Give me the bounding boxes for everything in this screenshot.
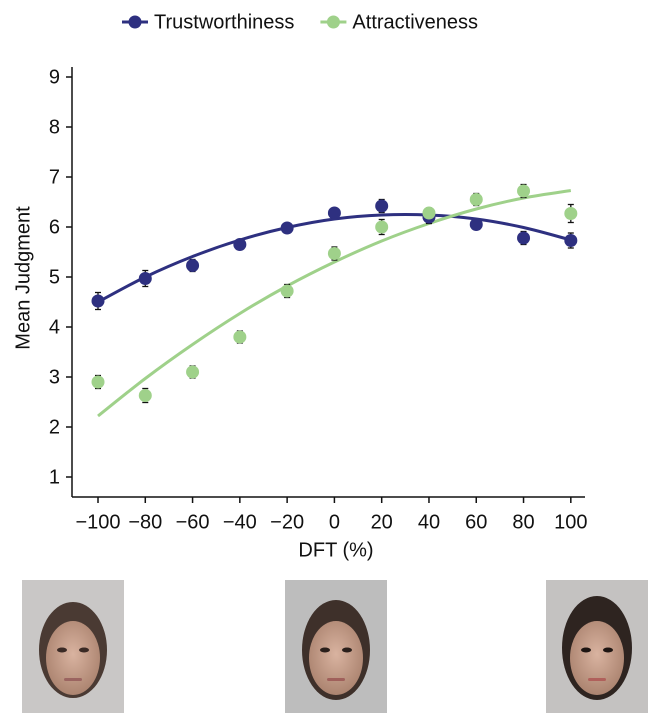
legend-marker — [128, 15, 142, 29]
fit-curve — [97, 189, 572, 418]
data-point — [233, 330, 247, 344]
legend-marker — [326, 15, 340, 29]
y-tick-label: 5 — [49, 266, 60, 288]
data-point — [469, 193, 483, 206]
data-point — [469, 218, 483, 231]
x-tick-label: −40 — [223, 511, 257, 533]
data-point — [138, 272, 152, 285]
data-point — [375, 199, 389, 213]
x-axis-label: DFT (%) — [298, 539, 373, 561]
y-tick-label: 1 — [49, 466, 60, 488]
y-tick-label: 9 — [49, 66, 60, 88]
y-tick-label: 3 — [49, 366, 60, 388]
x-tick-label: 40 — [418, 511, 440, 533]
face-photo — [285, 580, 387, 713]
data-point — [327, 247, 341, 260]
x-tick-label: −20 — [270, 511, 304, 533]
x-tick-label: 0 — [329, 511, 340, 533]
y-tick-label: 7 — [49, 166, 60, 188]
face-photo — [22, 580, 124, 713]
y-axis-label: Mean Judgment — [12, 206, 34, 350]
data-point — [186, 259, 200, 272]
y-tick-label: 2 — [49, 416, 60, 438]
data-point — [186, 365, 200, 379]
data-point — [280, 284, 294, 298]
data-point — [375, 220, 389, 234]
face-photo — [546, 580, 648, 713]
x-tick-label: −60 — [176, 511, 210, 533]
data-point — [517, 184, 531, 198]
data-point — [138, 389, 152, 402]
data-point — [233, 238, 247, 251]
x-tick-label: 80 — [512, 511, 534, 533]
legend-label: Trustworthiness — [154, 11, 294, 33]
data-point — [422, 206, 436, 220]
x-tick-label: −100 — [75, 511, 120, 533]
y-tick-label: 6 — [49, 216, 60, 238]
y-tick-label: 4 — [49, 316, 60, 338]
data-point — [327, 206, 341, 220]
x-tick-label: 60 — [465, 511, 487, 533]
legend-label: Attractiveness — [352, 11, 478, 33]
data-point — [280, 221, 294, 235]
data-point — [91, 375, 105, 389]
x-tick-label: 20 — [371, 511, 393, 533]
data-point — [564, 207, 578, 220]
data-point — [564, 234, 578, 247]
face-photos — [22, 580, 648, 713]
y-tick-label: 8 — [49, 116, 60, 138]
x-tick-label: 100 — [554, 511, 587, 533]
x-tick-label: −80 — [128, 511, 162, 533]
data-point — [91, 294, 105, 308]
data-point — [517, 231, 531, 245]
